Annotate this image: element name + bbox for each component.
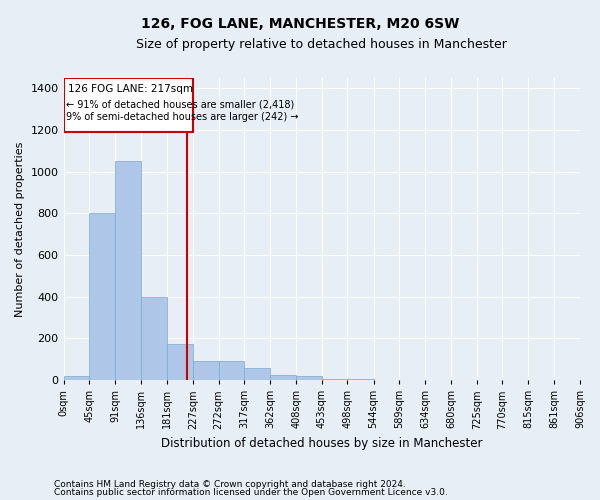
Bar: [347, 379, 374, 380]
Text: 126, FOG LANE, MANCHESTER, M20 6SW: 126, FOG LANE, MANCHESTER, M20 6SW: [141, 18, 459, 32]
Title: Size of property relative to detached houses in Manchester: Size of property relative to detached ho…: [136, 38, 507, 51]
Bar: [218, 362, 244, 380]
X-axis label: Distribution of detached houses by size in Manchester: Distribution of detached houses by size …: [161, 437, 482, 450]
Text: 9% of semi-detached houses are larger (242) →: 9% of semi-detached houses are larger (2…: [66, 112, 298, 122]
Bar: [244, 368, 270, 380]
Text: ← 91% of detached houses are smaller (2,418): ← 91% of detached houses are smaller (2,…: [66, 100, 294, 110]
Text: Contains public sector information licensed under the Open Government Licence v3: Contains public sector information licen…: [54, 488, 448, 497]
Y-axis label: Number of detached properties: Number of detached properties: [15, 142, 25, 317]
Bar: [167, 344, 193, 380]
Text: Contains HM Land Registry data © Crown copyright and database right 2024.: Contains HM Land Registry data © Crown c…: [54, 480, 406, 489]
Bar: [115, 162, 141, 380]
Bar: [64, 376, 89, 380]
Text: 126 FOG LANE: 217sqm: 126 FOG LANE: 217sqm: [68, 84, 193, 94]
Bar: [64, 78, 193, 132]
Bar: [270, 375, 296, 380]
Bar: [141, 297, 167, 380]
Bar: [296, 376, 322, 380]
Bar: [322, 379, 347, 380]
Bar: [89, 214, 115, 380]
Bar: [193, 362, 218, 380]
